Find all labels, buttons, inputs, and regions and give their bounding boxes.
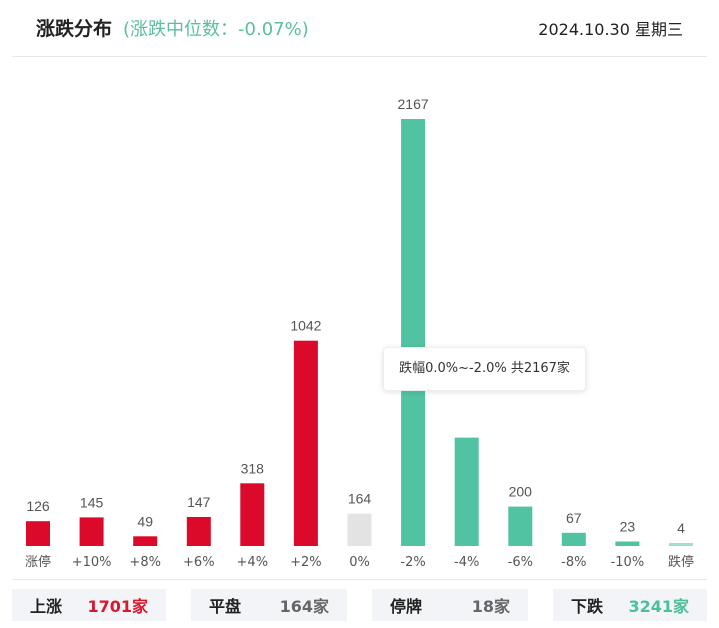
category-label-4: +4% [237,555,269,570]
summary-flat: 平盘 164家 [191,589,347,621]
bar-value-label-5: 1042 [290,318,321,334]
category-label-3: +6% [183,555,215,570]
category-label-0: 涨停 [25,554,51,570]
bar-value-label-4: 318 [241,460,265,476]
bar-2[interactable] [133,536,158,546]
summary-flat-label: 平盘 [209,597,242,616]
bar-value-label-7: 2167 [398,96,429,112]
bar-12[interactable] [669,543,693,546]
bar-value-label-2: 49 [137,513,153,529]
bar-9[interactable] [508,506,533,546]
bar-value-label-11: 23 [620,519,636,535]
bar-3[interactable] [186,517,211,546]
bar-tooltip: 跌幅0.0%~-2.0% 共2167家 [383,347,586,391]
summary-down-value: 3241家 [628,597,689,616]
summary-down-label: 下跌 [571,597,604,616]
chart-header: 涨跌分布 (涨跌中位数：-0.07%) 2024.10.30 星期三 [0,0,719,56]
category-label-1: +10% [72,555,112,570]
category-label-5: +2% [290,555,322,570]
bar-value-label-3: 147 [187,494,211,510]
bar-5[interactable] [293,340,318,546]
bar-value-label-10: 67 [566,510,582,526]
bar-1[interactable] [79,517,104,546]
bar-value-label-6: 164 [348,491,372,507]
summary-suspended: 停牌 18家 [372,589,528,621]
category-label-7: -2% [400,555,425,570]
summary-up: 上涨 1701家 [12,589,166,621]
bar-value-label-1: 145 [80,494,104,510]
header-divider [12,56,707,57]
summary-up-value: 1701家 [87,597,148,616]
distribution-bar-chart[interactable]: 126 涨停 145 +10% 49 +8% 147 +6% 318 +4% 1042 +2% 164 0… [0,0,719,580]
bar-11[interactable] [615,541,640,547]
category-label-11: -10% [611,555,645,570]
bar-6[interactable] [347,513,372,546]
category-label-9: -6% [508,555,533,570]
category-label-2: +8% [129,555,161,570]
summary-up-label: 上涨 [30,597,63,616]
summary-suspended-label: 停牌 [390,597,423,616]
category-label-8: -4% [454,555,479,570]
category-label-10: -8% [561,555,586,570]
bar-0[interactable] [26,521,50,546]
bar-value-label-12: 4 [677,520,685,536]
median-change-subtitle: (涨跌中位数：-0.07%) [123,19,309,40]
chart-title: 涨跌分布 [36,18,113,40]
category-label-6: 0% [349,555,370,570]
bar-value-label-9: 200 [509,484,533,500]
summary-flat-value: 164家 [279,597,329,616]
axis-divider [12,579,707,580]
summary-down: 下跌 3241家 [553,589,707,621]
summary-suspended-value: 18家 [471,597,510,616]
bar-4[interactable] [240,483,265,546]
category-label-12: 跌停 [668,554,694,570]
bar-10[interactable] [561,532,586,546]
bar-7[interactable] [401,119,426,546]
bar-8[interactable] [454,437,479,546]
bar-value-label-0: 126 [26,498,50,514]
date-label: 2024.10.30 星期三 [538,20,683,39]
